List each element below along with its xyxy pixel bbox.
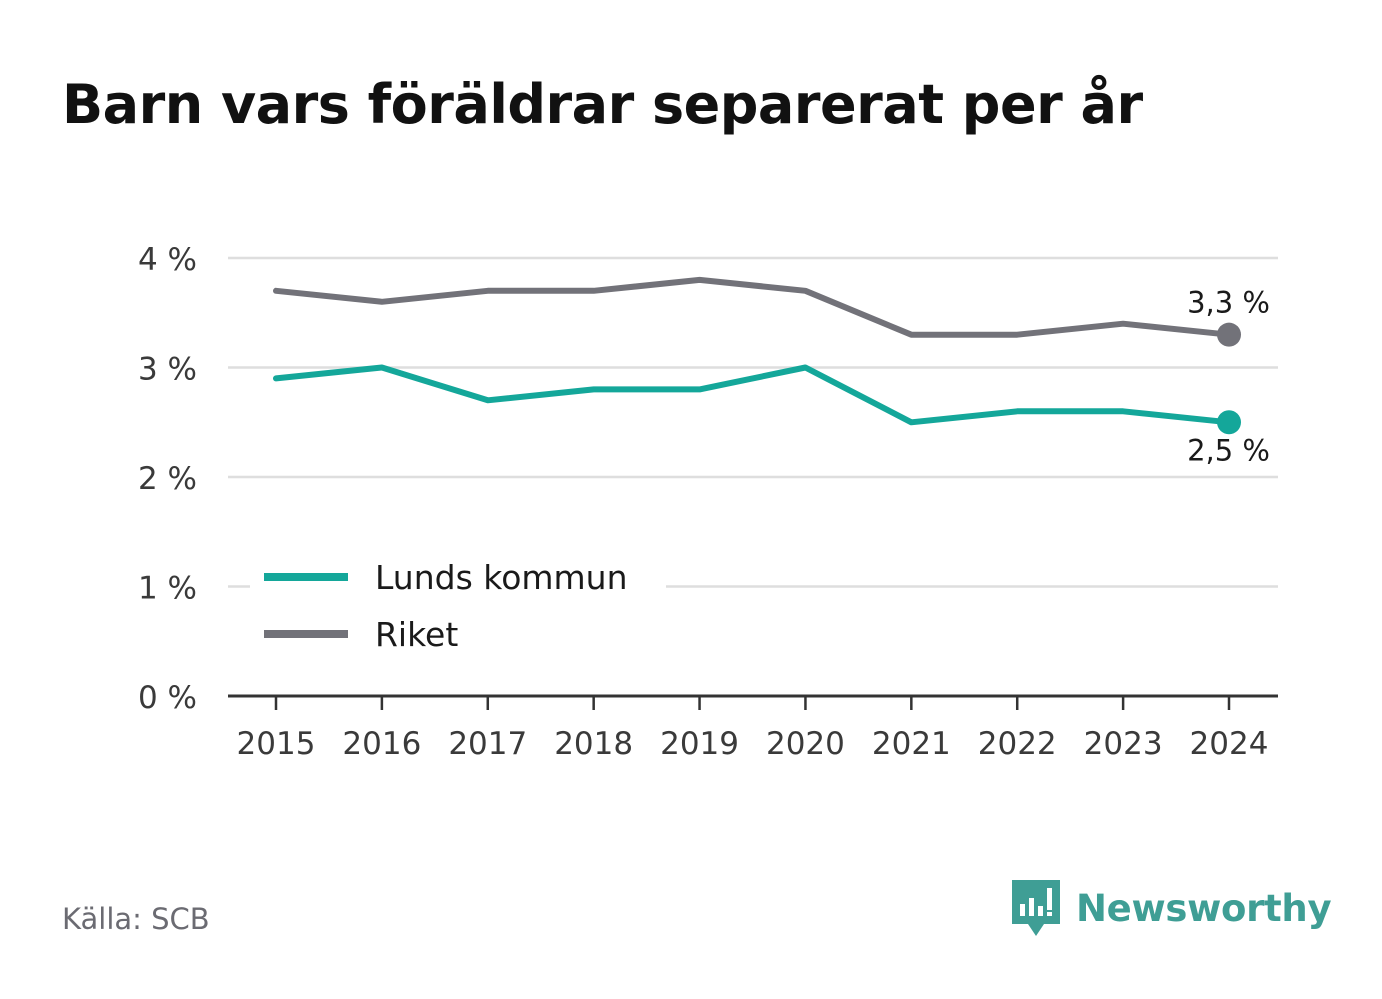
x-tick-label: 2023 — [1084, 726, 1163, 762]
chart-title: Barn vars föräldrar separerat per år — [62, 73, 1143, 136]
x-tick-label: 2016 — [342, 726, 421, 762]
x-tick-label: 2018 — [554, 726, 633, 762]
legend-background — [250, 548, 666, 664]
y-tick-label: 0 % — [138, 680, 197, 716]
brand-logo: Newsworthy — [1010, 878, 1332, 938]
y-axis-ticks: 0 % 1 % 2 % 3 % 4 % — [138, 242, 197, 716]
y-tick-label: 1 % — [138, 571, 197, 607]
series — [273, 276, 1241, 435]
end-value-label: 2,5 % — [1187, 433, 1270, 467]
x-axis: 2015 2016 2017 2018 2019 2020 2021 2022 2023 2024 — [228, 694, 1278, 762]
x-tick-label: 2019 — [660, 726, 739, 762]
end-value-label: 3,3 % — [1187, 286, 1270, 320]
gridlines — [228, 256, 1278, 588]
series-line — [273, 364, 1232, 426]
legend: Lunds kommun Riket — [250, 548, 666, 664]
legend-label: Lunds kommun — [375, 558, 628, 597]
x-tick-label: 2020 — [766, 726, 845, 762]
y-tick-label: 3 % — [138, 352, 197, 388]
x-tick-label: 2021 — [872, 726, 951, 762]
brand-name: Newsworthy — [1076, 886, 1332, 930]
newsworthy-logo-icon — [1012, 880, 1060, 936]
x-tick-label: 2017 — [448, 726, 527, 762]
source-note: Källa: SCB — [62, 902, 210, 936]
x-tick-label: 2022 — [978, 726, 1057, 762]
y-tick-label: 2 % — [138, 461, 197, 497]
x-tick-label: 2015 — [237, 726, 316, 762]
end-point-marker — [1217, 410, 1241, 435]
end-labels: 2,5 % 3,3 % — [1187, 286, 1270, 468]
series-line — [273, 276, 1232, 338]
legend-label: Riket — [375, 615, 458, 654]
x-tick-label: 2024 — [1190, 726, 1269, 762]
end-point-marker — [1217, 322, 1241, 347]
y-tick-label: 4 % — [138, 242, 197, 278]
